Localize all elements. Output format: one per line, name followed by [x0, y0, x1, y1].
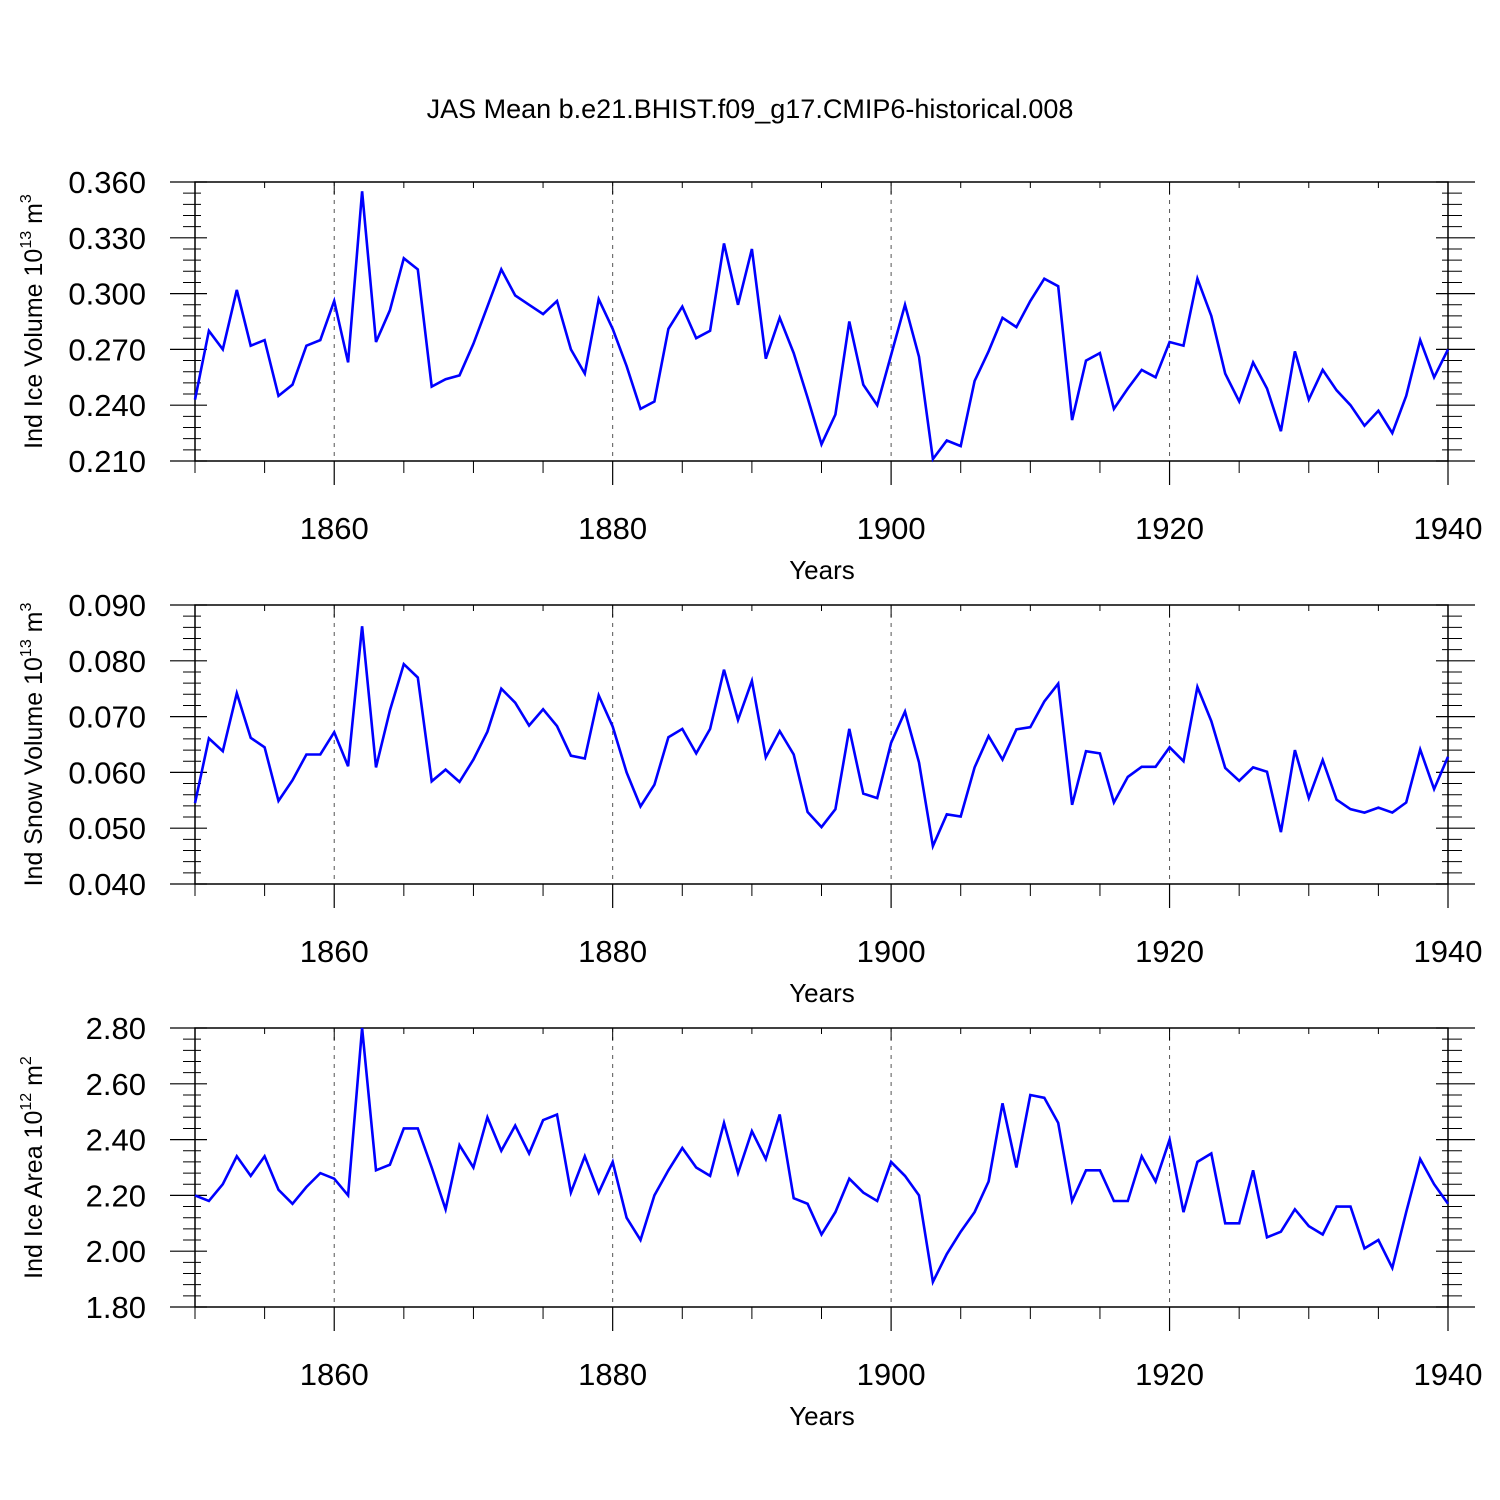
- y-tick-label: 2.60: [86, 1067, 146, 1102]
- y-axis-label-superscript: 12: [18, 1093, 35, 1111]
- x-tick-label: 1880: [578, 934, 647, 969]
- series-line-snow-volume: [193, 626, 1450, 851]
- y-tick-label: 2.20: [86, 1178, 146, 1213]
- y-axis-label-part: Ind Ice Volume 10: [20, 249, 48, 449]
- x-tick-label: 1880: [578, 1357, 647, 1392]
- panel-snow-volume: 0.040 0.050 0.060 0.070 0.080 0.090 1860 1880 19…: [18, 588, 1482, 1008]
- series-line-ice-volume: [193, 191, 1450, 463]
- x-tick-label: 1920: [1135, 511, 1204, 546]
- x-tick-label: 1920: [1135, 934, 1204, 969]
- x-tick-label: 1940: [1414, 511, 1483, 546]
- series-line-ice-area: [194, 1027, 1450, 1287]
- y-axis-label-superscript: 13: [18, 639, 35, 657]
- y-axis-label-part: m: [20, 1065, 48, 1093]
- y-tick-label: 0.300: [68, 277, 146, 312]
- y-tick-label: 0.210: [68, 444, 146, 479]
- x-axis-label: Years: [789, 1401, 855, 1431]
- y-tick-label: 2.80: [86, 1011, 146, 1046]
- x-tick-label: 1860: [300, 934, 369, 969]
- y-tick-label: 0.040: [68, 867, 146, 902]
- y-axis-label-superscript: 3: [18, 194, 35, 203]
- y-axis-label: Ind Ice Area 1012 m2: [18, 1056, 48, 1279]
- x-axis-label: Years: [789, 978, 855, 1008]
- y-tick-label: 0.070: [68, 700, 146, 735]
- x-tick-label: 1900: [857, 1357, 926, 1392]
- y-axis-label-superscript: 13: [18, 231, 35, 249]
- y-axis-label: Ind Snow Volume 1013 m3: [18, 603, 48, 887]
- y-axis-label-superscript: 3: [18, 603, 35, 612]
- y-tick-label: 2.00: [86, 1234, 146, 1269]
- x-tick-label: 1900: [857, 934, 926, 969]
- x-tick-label: 1940: [1414, 1357, 1483, 1392]
- y-axis-label-part: m: [20, 203, 48, 231]
- y-tick-label: 0.080: [68, 644, 146, 679]
- x-tick-label: 1920: [1135, 1357, 1204, 1392]
- y-axis-label-part: Ind Ice Area 10: [20, 1111, 48, 1279]
- y-tick-label: 1.80: [86, 1290, 146, 1325]
- y-tick-label: 0.330: [68, 221, 146, 256]
- x-axis-label: Years: [789, 555, 855, 585]
- x-tick-label: 1860: [300, 1357, 369, 1392]
- chart-title: JAS Mean b.e21.BHIST.f09_g17.CMIP6-histo…: [427, 94, 1074, 124]
- panel-ice-volume: 0.210 0.240 0.270 0.300 0.330 0.360 1860 1880 19…: [18, 165, 1482, 585]
- x-tick-label: 1880: [578, 511, 647, 546]
- y-tick-label: 0.090: [68, 588, 146, 623]
- y-tick-label: 0.060: [68, 755, 146, 790]
- y-tick-label: 2.40: [86, 1123, 146, 1158]
- y-axis-label: Ind Ice Volume 1013 m3: [18, 194, 48, 449]
- y-axis-label-part: m: [20, 612, 48, 640]
- y-tick-label: 0.240: [68, 388, 146, 423]
- y-tick-label: 0.050: [68, 811, 146, 846]
- plot-frame-ice-volume: [194, 181, 1449, 462]
- y-tick-label: 0.360: [68, 165, 146, 200]
- x-tick-label: 1860: [300, 511, 369, 546]
- y-tick-label: 0.270: [68, 332, 146, 367]
- x-tick-label: 1900: [857, 511, 926, 546]
- x-tick-label: 1940: [1414, 934, 1483, 969]
- plot-frame-snow-volume: [194, 604, 1449, 885]
- y-axis-label-superscript: 2: [18, 1056, 35, 1065]
- panel-ice-area: 1.80 2.00 2.20 2.40 2.60 2.80 1860 1880 1900 1920…: [18, 1011, 1482, 1431]
- y-axis-label-part: Ind Snow Volume 10: [20, 657, 48, 886]
